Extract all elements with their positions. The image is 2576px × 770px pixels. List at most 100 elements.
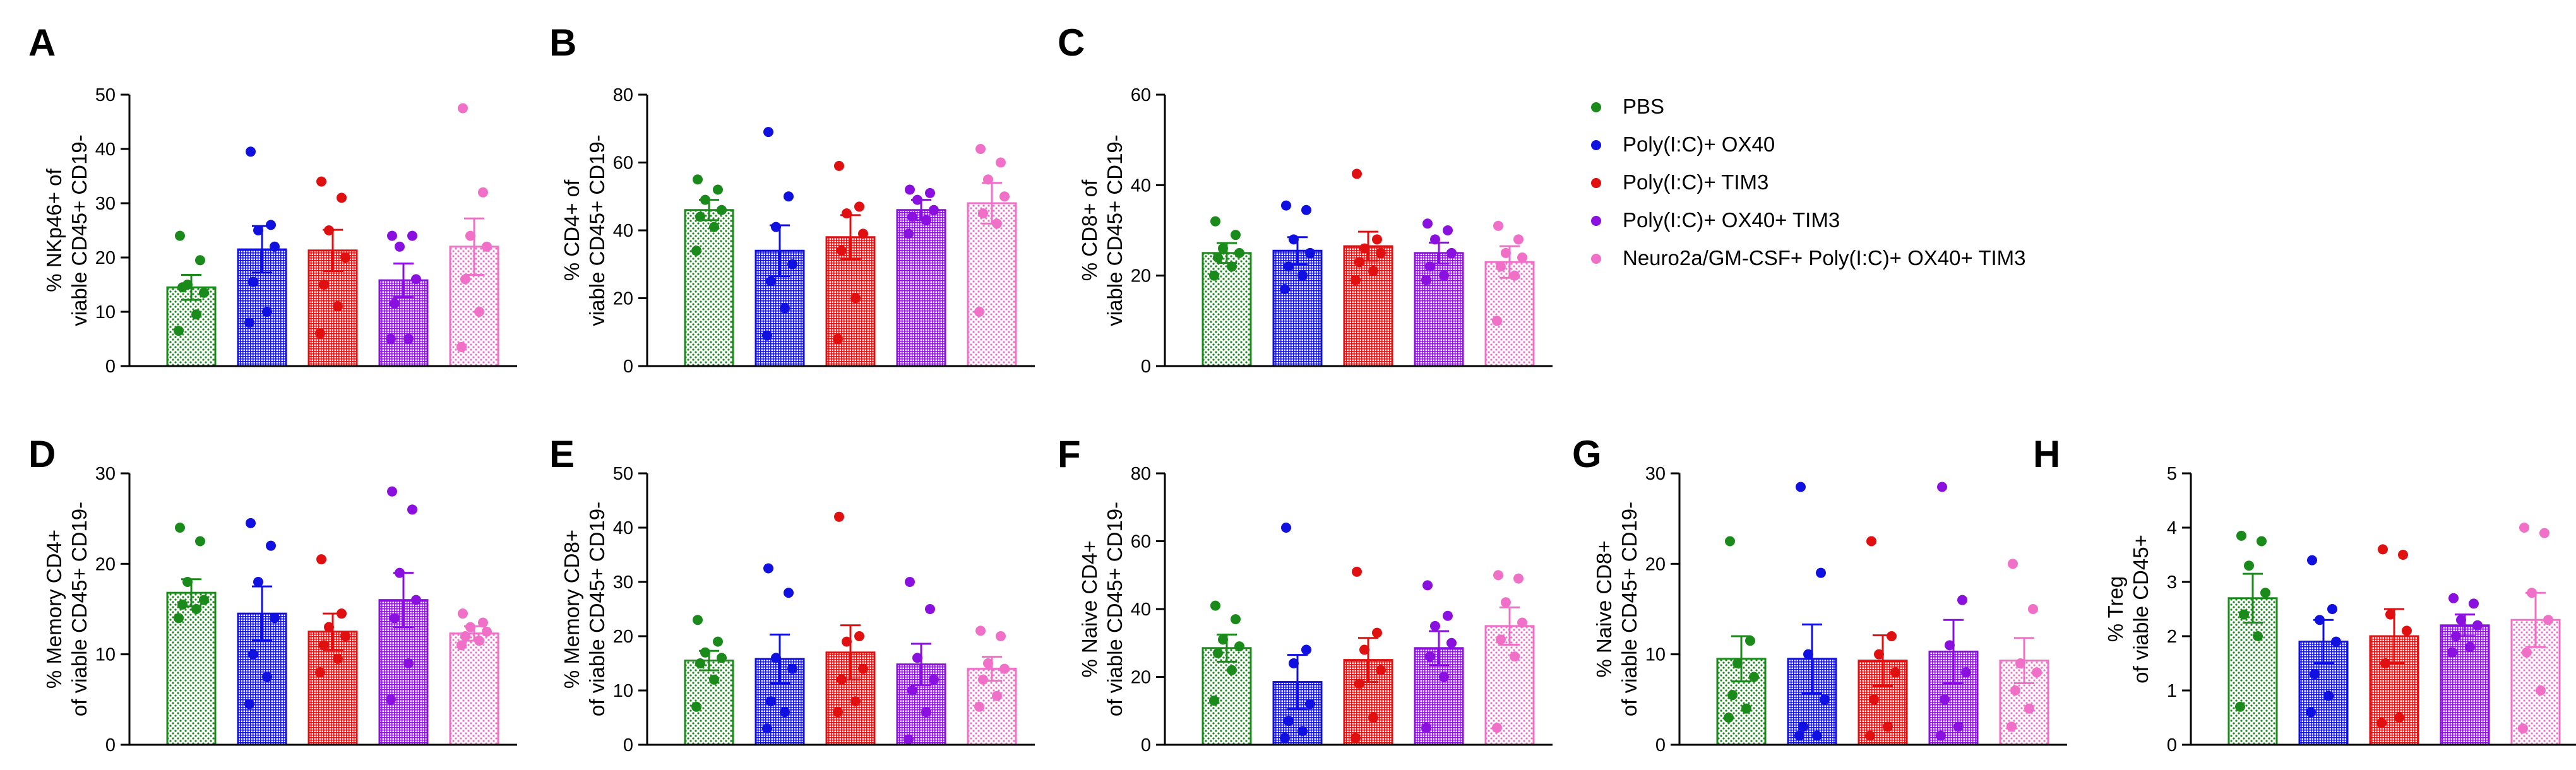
data-point — [780, 707, 790, 718]
y-tick-label: 2 — [2167, 627, 2177, 647]
data-point — [2323, 690, 2334, 701]
data-point — [244, 699, 254, 709]
data-point — [709, 674, 719, 685]
y-axis-title: % Memory CD8+of viable CD45+ CD19- — [560, 502, 609, 716]
data-point — [340, 252, 350, 263]
data-point — [270, 241, 280, 252]
y-axis-title-line: of viable CD45+ CD19- — [1103, 502, 1126, 716]
data-point — [319, 640, 329, 651]
data-point — [2472, 620, 2483, 631]
data-point — [411, 595, 421, 605]
data-point — [903, 228, 914, 239]
y-axis-title-line: of viable CD45+ CD19- — [1618, 502, 1641, 716]
data-point — [1234, 247, 1244, 258]
data-point — [1869, 694, 1879, 705]
data-point — [1865, 730, 1875, 741]
data-point — [1940, 694, 1950, 705]
data-point — [766, 696, 776, 707]
y-axis-title: % CD8+ ofviable CD45+ CD19- — [1078, 134, 1126, 326]
data-point — [1866, 536, 1876, 547]
data-point — [1368, 713, 1378, 723]
data-point — [1496, 261, 1506, 272]
data-point — [195, 536, 205, 547]
data-point — [1227, 665, 1237, 675]
data-point — [1430, 620, 1440, 631]
data-point — [1209, 696, 1219, 706]
y-tick-label: 0 — [623, 357, 633, 377]
panel-c: C 0 20 40 60 % CD8+ ofviable CD45+ CD19- — [1058, 21, 1553, 377]
data-point — [2536, 685, 2546, 696]
data-point — [842, 636, 852, 647]
data-point — [996, 157, 1006, 168]
data-point — [2519, 523, 2529, 533]
data-point — [709, 222, 719, 232]
legend-marker — [1591, 140, 1601, 150]
data-point — [262, 672, 272, 682]
data-point — [2376, 718, 2387, 728]
panel-letter: H — [2033, 433, 2060, 475]
y-tick-label: 10 — [1645, 645, 1666, 665]
y-axis-title-line: viable CD45+ CD19- — [585, 134, 609, 326]
data-point — [315, 328, 325, 339]
y-tick-label: 10 — [95, 302, 116, 323]
data-point — [2385, 609, 2395, 620]
y-tick-label: 20 — [95, 248, 116, 268]
data-point — [324, 622, 334, 632]
data-point — [2456, 615, 2466, 625]
data-point — [850, 696, 861, 707]
y-tick-label: 30 — [95, 194, 116, 214]
data-point — [1376, 665, 1386, 675]
legend-label: Poly(I:C)+ OX40+ TIM3 — [1623, 208, 1840, 232]
data-point — [395, 241, 405, 252]
data-point — [996, 631, 1006, 641]
y-tick-label: 20 — [1131, 668, 1151, 688]
data-point — [929, 674, 939, 685]
data-point — [2448, 593, 2459, 603]
data-point — [912, 194, 922, 205]
data-point — [191, 604, 201, 614]
data-point — [2260, 588, 2270, 598]
data-point — [1421, 723, 1431, 733]
data-point — [1883, 721, 1893, 732]
y-axis-title-line: % Naive CD8+ — [1592, 540, 1616, 677]
data-point — [1351, 733, 1361, 743]
data-point — [191, 309, 201, 320]
data-point — [2032, 667, 2042, 678]
data-point — [248, 276, 258, 287]
data-point — [2257, 536, 2267, 547]
data-point — [337, 608, 347, 619]
data-point — [2398, 550, 2408, 560]
y-axis-title: % Naive CD8+of viable CD45+ CD19- — [1592, 502, 1641, 716]
data-point — [1510, 270, 1520, 281]
data-point — [333, 301, 343, 312]
data-point — [925, 604, 935, 614]
data-point — [390, 613, 400, 624]
data-point — [713, 636, 723, 647]
data-point — [458, 103, 468, 114]
data-point — [1305, 247, 1315, 258]
data-point — [1496, 634, 1506, 645]
data-point — [2380, 658, 2390, 668]
data-point — [905, 577, 915, 587]
data-point — [319, 280, 329, 290]
bar — [1343, 245, 1393, 367]
data-point — [2306, 707, 2316, 718]
data-point — [1794, 730, 1804, 741]
y-axis-title-line: % Naive CD4+ — [1078, 540, 1101, 677]
data-point — [1210, 600, 1220, 611]
data-point — [1421, 275, 1431, 285]
y-tick-label: 0 — [1141, 735, 1151, 755]
data-point — [2010, 685, 2020, 696]
data-point — [1227, 261, 1237, 272]
data-point — [1218, 243, 1228, 254]
y-tick-label: 80 — [1131, 464, 1151, 484]
data-point — [992, 218, 1002, 229]
data-point — [1890, 667, 1900, 678]
data-point — [1425, 651, 1435, 662]
data-point — [407, 230, 417, 241]
data-point — [2236, 530, 2246, 541]
data-point — [695, 658, 705, 668]
data-point — [324, 225, 334, 235]
data-point — [771, 653, 781, 663]
data-point — [1422, 218, 1433, 229]
